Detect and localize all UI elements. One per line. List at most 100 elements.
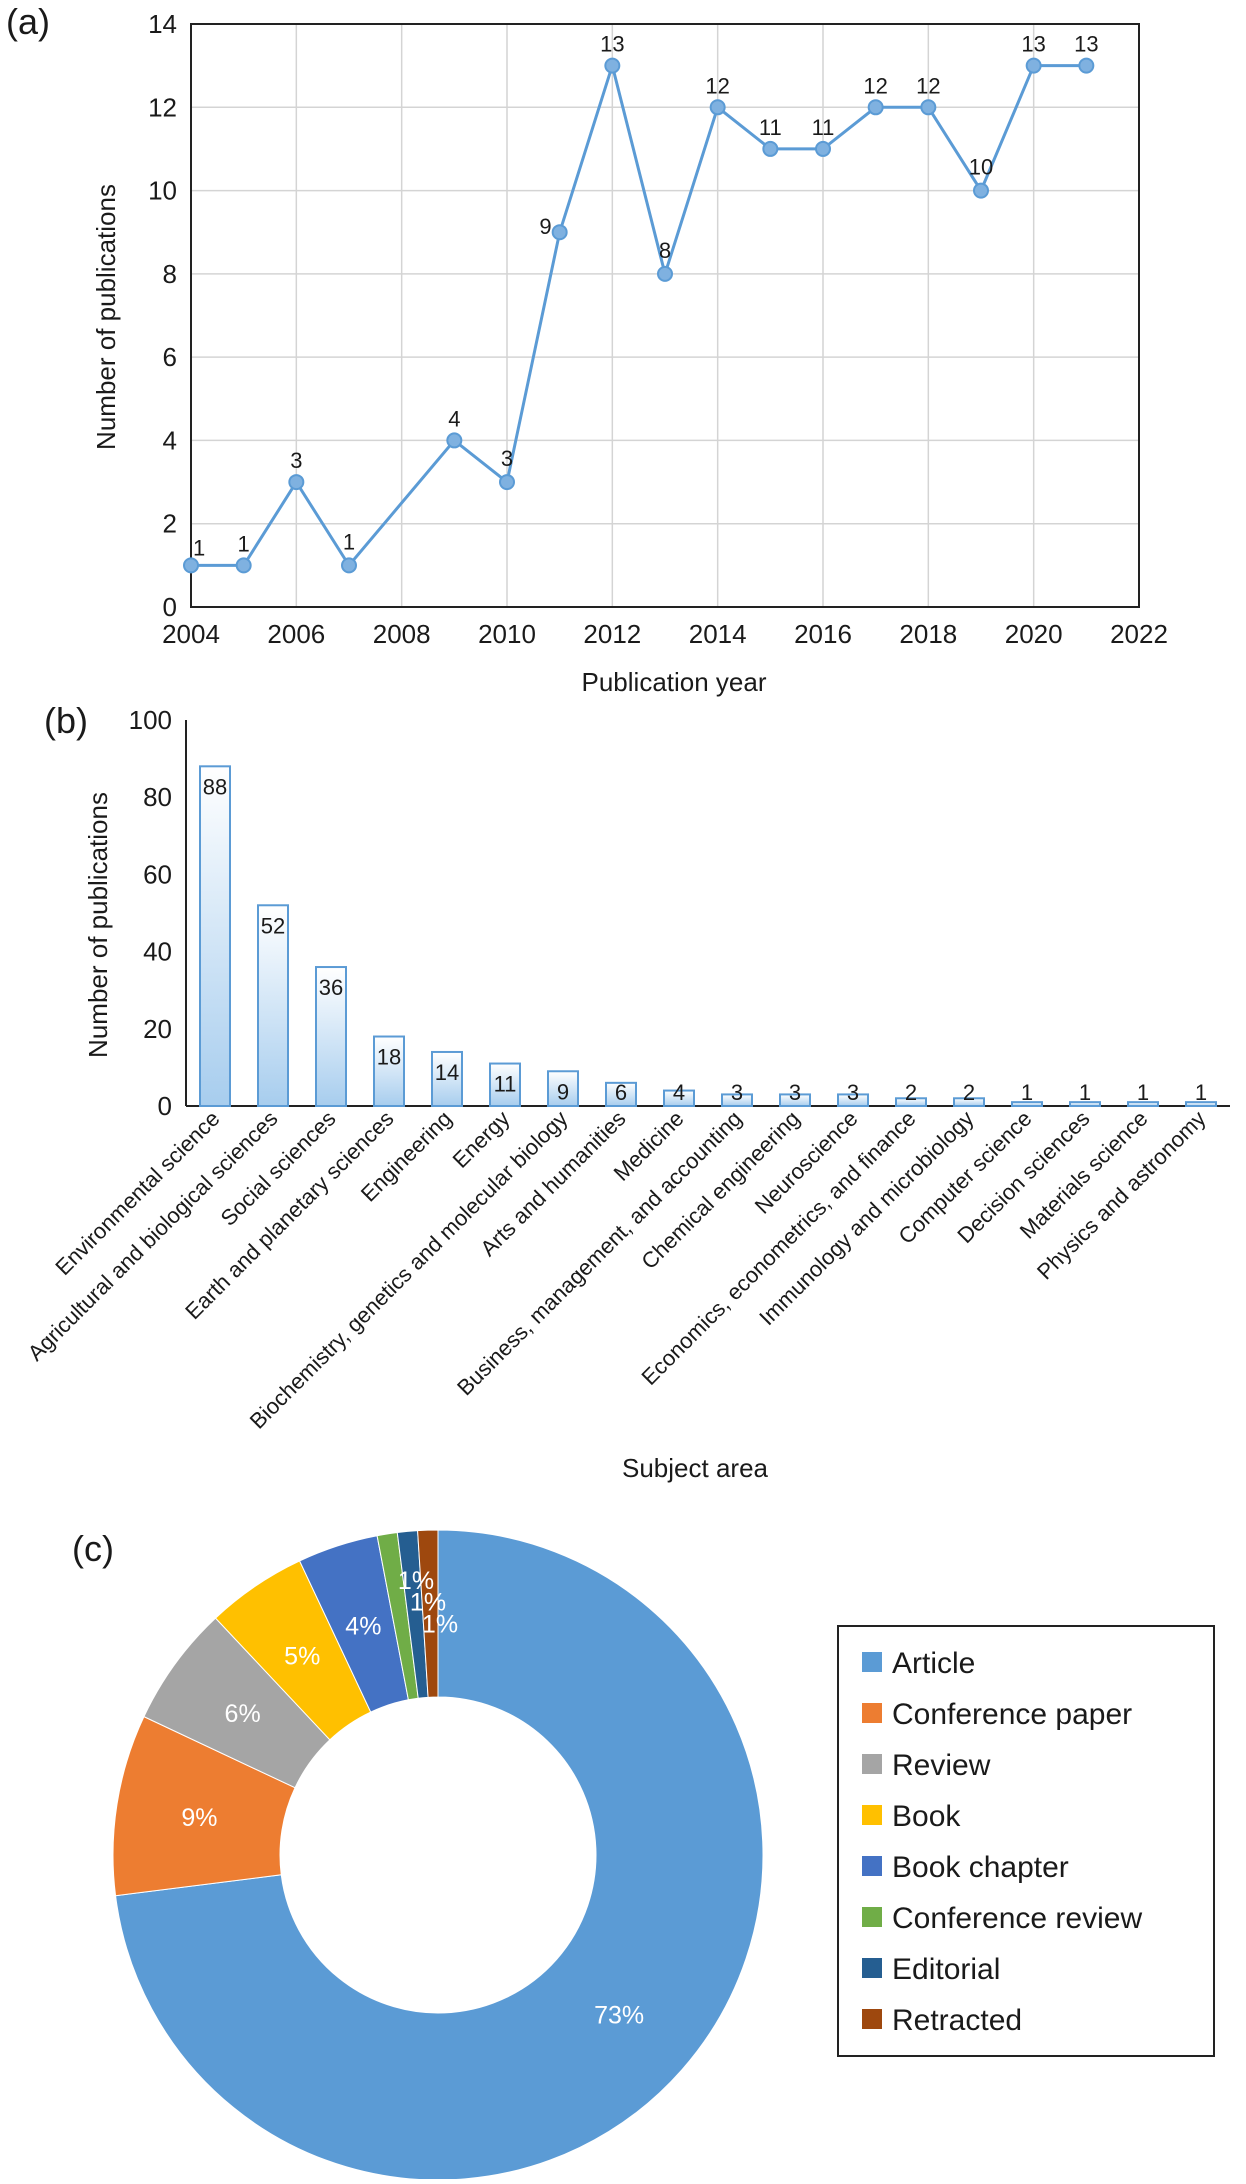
- data-point: [446, 432, 463, 449]
- legend-swatch: [862, 1703, 882, 1723]
- bar: [895, 1097, 927, 1108]
- line-chart-points: [183, 57, 1095, 574]
- bar: [431, 1050, 463, 1107]
- data-point: [1025, 57, 1042, 74]
- bar: [1127, 1101, 1159, 1108]
- slice-percent-label: 73%: [594, 2002, 644, 2030]
- donut-chart-percent-labels: 73%9%6%5%4%1%1%1%: [181, 1567, 644, 2030]
- x-tick-label: 2020: [1005, 619, 1063, 649]
- bar-value-label: 11: [494, 1072, 517, 1097]
- data-point: [973, 182, 989, 199]
- donut-slice: [115, 1529, 764, 2181]
- y-tick-label: 8: [163, 259, 177, 289]
- bar-chart-x-axis-title: Subject area: [622, 1453, 769, 1483]
- x-tick-label: 2006: [267, 619, 325, 649]
- data-label: 4: [448, 406, 460, 431]
- data-label: 9: [539, 214, 551, 239]
- data-point: [183, 557, 199, 574]
- data-point: [235, 557, 252, 574]
- bar: [1069, 1101, 1101, 1108]
- data-point: [867, 99, 884, 116]
- data-point: [499, 474, 515, 491]
- bar-value-label: 3: [789, 1080, 801, 1105]
- x-tick-label: 2004: [162, 619, 220, 649]
- data-point: [657, 265, 673, 282]
- y-tick-label: 12: [148, 92, 177, 122]
- legend-swatch: [862, 1856, 882, 1876]
- line-chart-frame: [190, 23, 1140, 608]
- data-label: 13: [600, 32, 624, 57]
- bar: [1185, 1101, 1217, 1108]
- slice-percent-label: 5%: [284, 1642, 320, 1670]
- data-point: [604, 57, 621, 74]
- panel-b-label: (b): [44, 700, 88, 741]
- bar-value-label: 3: [731, 1080, 743, 1105]
- bar-value-label: 88: [203, 774, 227, 799]
- donut-chart-slices: [112, 1529, 764, 2181]
- data-label: 1: [193, 535, 205, 560]
- panel-c-label: (c): [72, 1528, 114, 1569]
- bar-value-label: 2: [963, 1080, 975, 1105]
- legend-label: Retracted: [892, 2004, 1022, 2037]
- bar: [837, 1093, 869, 1108]
- bar: [315, 966, 347, 1107]
- bar-value-label: 1: [1195, 1080, 1207, 1105]
- data-label: 8: [659, 238, 671, 263]
- slice-percent-label: 6%: [225, 1700, 261, 1728]
- legend-swatch: [862, 1652, 882, 1672]
- bar: [373, 1035, 405, 1108]
- bar-chart-y-axis-title: Number of publications: [83, 792, 113, 1058]
- data-point: [815, 140, 831, 157]
- data-label: 13: [1074, 32, 1098, 57]
- panel-a-label: (a): [6, 1, 50, 42]
- bar-value-label: 1: [1021, 1080, 1033, 1105]
- donut-chart-panel: (c) 73%9%6%5%4%1%1%1% ArticleConference …: [72, 1528, 1215, 2181]
- bar: [257, 904, 289, 1108]
- legend-label: Book chapter: [892, 1851, 1069, 1884]
- category-label: Agricultural and biological sciences: [23, 1106, 283, 1366]
- data-label: 3: [501, 446, 513, 471]
- legend-label: Conference paper: [892, 1698, 1132, 1731]
- x-tick-label: 2016: [794, 619, 852, 649]
- x-tick-label: 2010: [478, 619, 536, 649]
- y-tick-label: 40: [143, 937, 172, 967]
- data-label: 1: [238, 531, 250, 556]
- bar: [953, 1097, 985, 1108]
- data-label: 12: [863, 73, 887, 98]
- data-label: 10: [969, 155, 993, 180]
- data-label: 12: [705, 73, 729, 98]
- bar-chart-y-ticks: 0 20 40 60 80 100: [129, 705, 172, 1121]
- data-label: 1: [343, 529, 355, 554]
- y-tick-label: 60: [143, 859, 172, 889]
- data-point: [1078, 57, 1095, 74]
- bar-value-label: 1: [1137, 1080, 1149, 1105]
- y-tick-label: 0: [163, 592, 177, 622]
- legend-swatch: [862, 1805, 882, 1825]
- y-tick-label: 6: [163, 342, 177, 372]
- data-label: 12: [916, 73, 940, 98]
- data-point: [288, 474, 305, 491]
- data-point: [709, 99, 726, 116]
- line-chart-y-axis-title: Number of publications: [91, 184, 121, 450]
- data-point: [341, 557, 357, 574]
- slice-percent-label: 9%: [181, 1804, 217, 1832]
- x-tick-label: 2018: [899, 619, 957, 649]
- y-tick-label: 10: [148, 176, 177, 206]
- bar-value-label: 3: [847, 1080, 859, 1105]
- legend-swatch: [862, 1754, 882, 1774]
- bar: [605, 1081, 637, 1107]
- donut-chart-legend: Article Conference paper Review Book Book ch…: [837, 1625, 1215, 2057]
- data-label: 13: [1021, 32, 1045, 57]
- bar-value-label: 1: [1079, 1080, 1091, 1105]
- bar-value-label: 18: [377, 1045, 401, 1070]
- line-chart-x-axis-title: Publication year: [582, 667, 767, 697]
- y-tick-label: 14: [148, 9, 177, 39]
- bar-value-label: 6: [615, 1080, 627, 1105]
- bar-value-label: 36: [319, 975, 343, 1000]
- line-chart-x-ticks: 2004 2006 2008 2010 2012 2014 2016 2018 2020 2022: [162, 619, 1168, 649]
